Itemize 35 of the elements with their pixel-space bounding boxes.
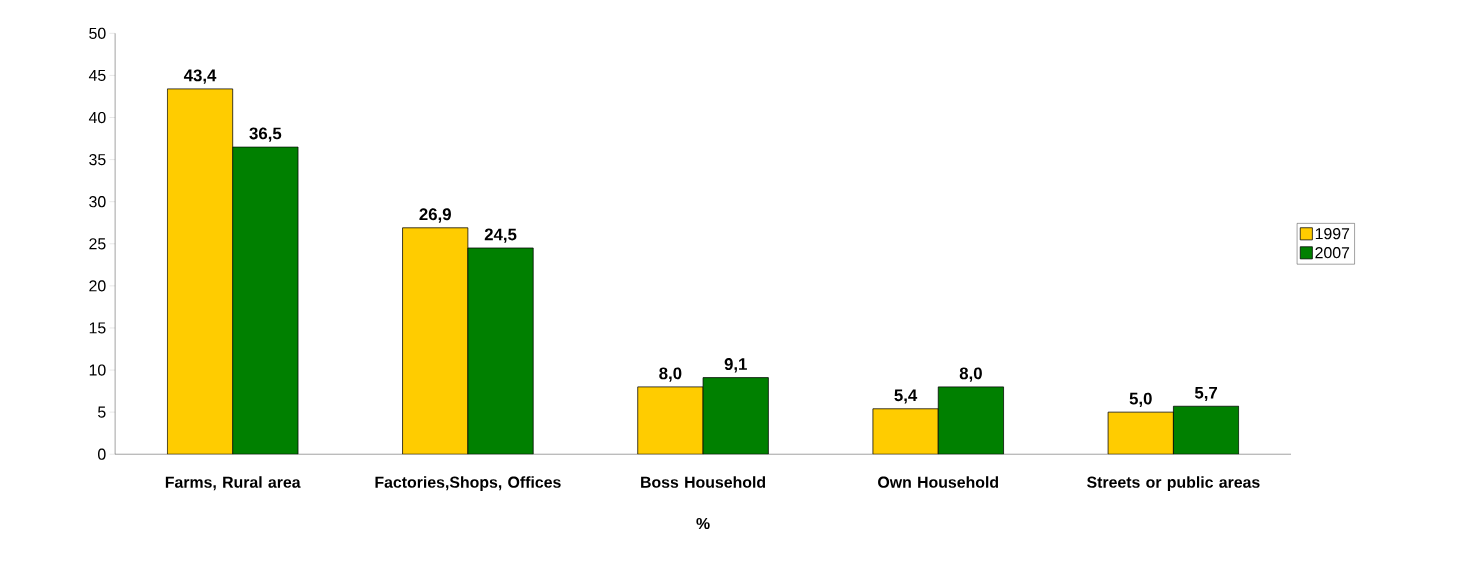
data-label: 5,7 — [1194, 386, 1218, 402]
x-tick-label: Streets or public areas — [1087, 476, 1260, 491]
bar — [1107, 411, 1174, 455]
legend-label: 2007 — [1315, 247, 1350, 259]
bar — [232, 146, 299, 455]
bar — [402, 227, 469, 455]
bar — [872, 408, 939, 455]
data-label: 24,5 — [484, 228, 517, 243]
y-tick-label: 50 — [89, 27, 106, 39]
data-label: 26,9 — [419, 208, 451, 223]
y-tick-label: 40 — [88, 111, 106, 124]
y-tick-label: 0 — [98, 448, 106, 460]
data-label: 8,0 — [959, 367, 982, 382]
data-label: 5,0 — [1129, 392, 1152, 407]
x-tick-label: Boss Household — [641, 476, 766, 488]
data-label: 8,0 — [659, 367, 682, 382]
y-tick-label: 15 — [89, 322, 106, 334]
y-tick-label: 30 — [89, 196, 106, 208]
y-tick-label: 10 — [89, 364, 106, 376]
x-tick-label: Own Household — [878, 476, 999, 488]
legend-label: 1997 — [1315, 228, 1350, 240]
x-tick-label: Farms, Rural area — [165, 476, 301, 491]
data-label: 36,5 — [249, 127, 282, 142]
data-label: 9,1 — [724, 358, 747, 373]
x-tick-label: Factories,Shops, Offices — [375, 476, 561, 491]
y-tick-label: 35 — [89, 153, 106, 166]
bar — [637, 386, 704, 455]
data-label: 43,4 — [183, 69, 217, 84]
y-tick-label: 5 — [98, 406, 106, 418]
y-tick-label: 25 — [89, 238, 106, 250]
data-label: 5,4 — [894, 389, 918, 404]
bar — [166, 88, 234, 455]
y-tick-label: 45 — [88, 69, 106, 81]
x-axis-title: % — [696, 517, 710, 530]
y-tick-label: 20 — [89, 280, 106, 292]
